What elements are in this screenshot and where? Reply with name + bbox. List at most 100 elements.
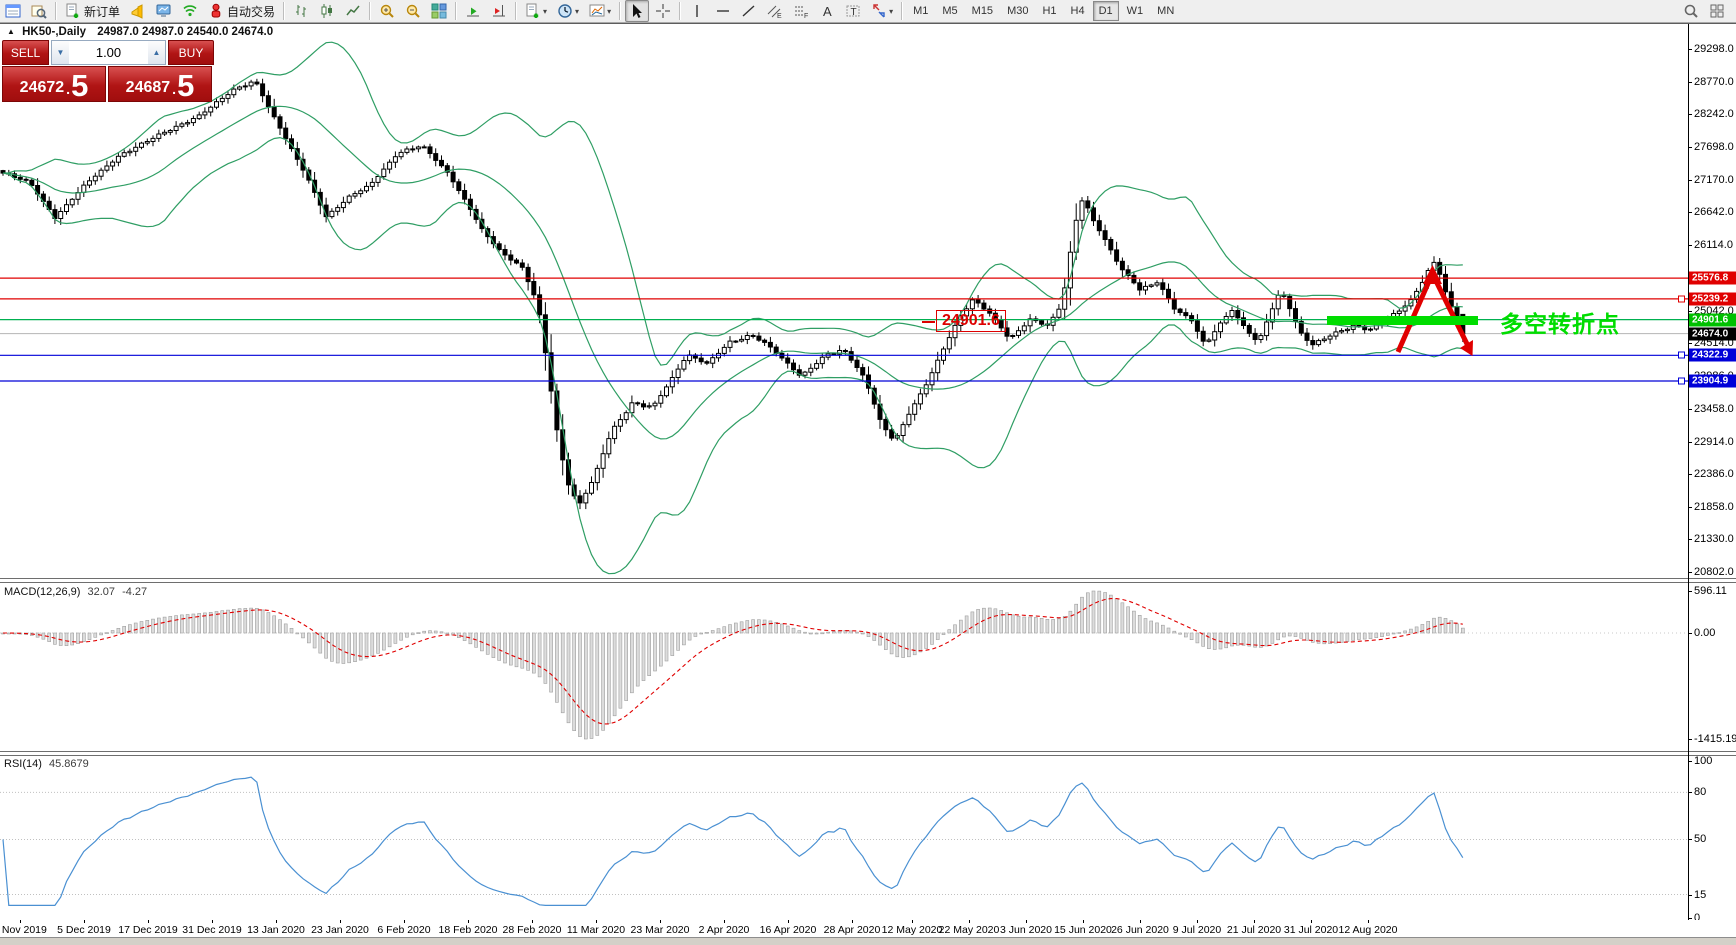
zoom-out-button[interactable] <box>401 0 425 22</box>
cursor-button[interactable] <box>625 0 650 22</box>
price-line-badge: 24901.6 <box>1689 313 1736 327</box>
bar-chart-mode-button[interactable] <box>289 0 313 22</box>
timeframe-d1-button[interactable]: D1 <box>1092 1 1119 21</box>
pane-separator-rsi[interactable] <box>0 751 1736 756</box>
macd-signal-value: -4.27 <box>122 586 148 598</box>
arrow-left-leg[interactable] <box>1395 277 1433 354</box>
timeframe-m15-button[interactable]: M15 <box>971 5 994 17</box>
price-axis-label: 27698.0 <box>1694 141 1734 153</box>
sell-price-main: 24672 <box>19 79 65 96</box>
time-axis-label: 2 Apr 2020 <box>698 924 750 936</box>
horizontal-line-button[interactable] <box>711 0 735 22</box>
line-drag-handle[interactable] <box>1678 295 1685 303</box>
shift-icon <box>493 5 506 17</box>
indicators-button[interactable]: ▾ <box>521 0 551 22</box>
pivot-zone-bar[interactable] <box>1327 316 1478 325</box>
terminal-button[interactable] <box>152 0 176 22</box>
crosshair-button[interactable] <box>651 0 675 22</box>
time-axis-label: 28 Apr 2020 <box>823 924 881 936</box>
arrow-up-head[interactable] <box>1423 265 1442 284</box>
axis-tick <box>1688 895 1692 896</box>
templates-button[interactable]: ▾ <box>585 0 615 22</box>
layout-grid-button[interactable] <box>1705 0 1729 22</box>
chart-shift-button[interactable] <box>487 0 511 22</box>
bollinger-lower-band <box>2 136 1463 575</box>
text-button[interactable]: A <box>815 0 839 22</box>
zoom-in-button[interactable] <box>375 0 399 22</box>
autotrading-button[interactable]: 自动交易 <box>204 0 279 22</box>
tiles-icon <box>431 3 447 19</box>
search-button[interactable] <box>1679 0 1703 22</box>
periods-button[interactable]: ▾ <box>553 0 583 22</box>
macd-indicator-label: MACD(12,26,9) 32.07 -4.27 <box>4 586 147 598</box>
time-axis-label: 5 Dec 2019 <box>57 924 111 936</box>
macd-axis-label: -1415.19 <box>1694 733 1736 745</box>
trendline-button[interactable] <box>737 0 761 22</box>
axis-tick <box>1688 792 1692 793</box>
maglist-icon <box>31 5 47 19</box>
toolbar-separator <box>369 2 372 20</box>
equidistant-channel-button[interactable]: E <box>763 0 787 22</box>
time-axis-label: 22 May 2020 <box>938 924 1000 936</box>
fibonacci-button[interactable]: F <box>789 0 813 22</box>
bollinger-upper-band <box>2 41 1463 366</box>
arrows-button[interactable]: ▾ <box>867 0 897 22</box>
line-chart-mode-button[interactable] <box>341 0 365 22</box>
dropdown-caret-icon[interactable]: ▾ <box>575 6 580 16</box>
new-order-button[interactable]: 新订单 <box>61 0 124 22</box>
sell-price-button[interactable]: 24672. 5 <box>2 66 106 102</box>
pivot-annotation-text[interactable]: 多空转折点 <box>1500 311 1620 337</box>
time-axis-label: 17 Dec 2019 <box>118 924 178 936</box>
macd-pane-canvas[interactable] <box>0 581 1688 750</box>
line-drag-handle[interactable] <box>1678 351 1685 359</box>
buy-button[interactable]: BUY <box>168 40 214 65</box>
timeframe-h1-button[interactable]: H1 <box>1042 5 1057 17</box>
level-annotation-label[interactable]: 24901.6 <box>936 310 1006 332</box>
timeframe-h4-button[interactable]: H4 <box>1070 5 1085 17</box>
textA-icon: A <box>823 4 832 19</box>
news-button[interactable] <box>126 0 150 22</box>
window-edge <box>0 23 1736 24</box>
time-axis[interactable]: 5 Nov 2019 5 Dec 2019 17 Dec 2019 31 Dec 20… <box>0 920 1736 937</box>
time-axis-label: 5 Nov 2019 <box>0 924 47 936</box>
dropdown-caret-icon[interactable]: ▾ <box>889 6 894 16</box>
sell-button[interactable]: SELL <box>2 40 49 65</box>
time-axis-tick <box>660 920 661 923</box>
tile-windows-button[interactable] <box>427 0 451 22</box>
axis-tick <box>1688 633 1692 634</box>
line-drag-handle[interactable] <box>1678 377 1685 385</box>
axis-tick <box>1688 839 1692 840</box>
candle-chart-mode-button[interactable] <box>315 0 339 22</box>
pane-separator-macd[interactable] <box>0 578 1736 583</box>
text-label-button[interactable]: T <box>841 0 865 22</box>
volume-increase-button[interactable]: ▲ <box>148 41 165 64</box>
main-chart-canvas[interactable] <box>0 24 1688 578</box>
arrow-down-head[interactable] <box>1460 340 1473 356</box>
timeframe-mn-button[interactable]: MN <box>1157 5 1175 17</box>
time-axis-tick <box>532 920 533 923</box>
toolbar-separator <box>901 2 904 20</box>
price-axis-label: 23458.0 <box>1694 403 1734 415</box>
signals-button[interactable] <box>178 0 202 22</box>
dropdown-caret-icon[interactable]: ▾ <box>607 6 612 16</box>
vertical-line-button[interactable] <box>685 0 709 22</box>
collapse-icon[interactable]: ▲ <box>7 27 15 36</box>
timeframe-m1-button[interactable]: M1 <box>913 5 929 17</box>
timeframe-w1-button[interactable]: W1 <box>1126 5 1144 17</box>
rsi-axis-label: 100 <box>1694 755 1713 767</box>
arrow-right-leg[interactable] <box>1432 277 1472 350</box>
auto-scroll-button[interactable] <box>461 0 485 22</box>
time-axis-tick <box>788 920 789 923</box>
time-axis-tick <box>1368 920 1369 923</box>
volume-value[interactable]: 1.00 <box>95 45 122 60</box>
charts-window-button[interactable] <box>1 0 25 22</box>
timeframe-m5-button[interactable]: M5 <box>942 5 958 17</box>
timeframe-m30-button[interactable]: M30 <box>1007 5 1029 17</box>
buy-price-button[interactable]: 24687. 5 <box>108 66 212 102</box>
time-axis-label: 23 Jan 2020 <box>311 924 369 936</box>
data-window-button[interactable] <box>27 0 51 22</box>
volume-decrease-button[interactable]: ▼ <box>52 41 69 64</box>
rsi-pane-canvas[interactable] <box>0 755 1688 920</box>
dropdown-caret-icon[interactable]: ▾ <box>543 6 548 16</box>
price-axis-label: 26114.0 <box>1694 239 1733 251</box>
